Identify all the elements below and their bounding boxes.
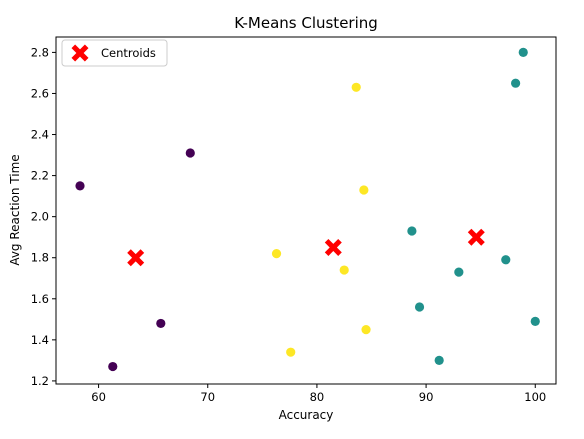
data-point-cluster-1 bbox=[414, 302, 425, 312]
centroid-marker bbox=[467, 228, 485, 246]
y-tick-label: 2.2 bbox=[31, 169, 49, 183]
y-tick-label: 1.6 bbox=[31, 292, 49, 306]
plot-frame bbox=[55, 36, 557, 385]
y-tick-label: 2.0 bbox=[31, 210, 49, 224]
data-point-cluster-0 bbox=[185, 148, 195, 158]
data-point-cluster-1 bbox=[407, 226, 417, 236]
data-point-cluster-2 bbox=[351, 82, 361, 92]
legend-centroid-marker bbox=[71, 44, 89, 62]
data-point-cluster-1 bbox=[530, 316, 540, 326]
data-point-cluster-2 bbox=[361, 324, 371, 335]
y-tick-label: 2.4 bbox=[31, 128, 49, 142]
y-axis-label: Avg Reaction Time bbox=[8, 154, 22, 265]
centroid-marker bbox=[324, 238, 342, 256]
x-tick-label: 70 bbox=[200, 390, 215, 404]
data-point-cluster-0 bbox=[156, 318, 166, 329]
x-tick-label: 100 bbox=[524, 390, 546, 404]
data-point-cluster-1 bbox=[518, 47, 528, 57]
x-tick-label: 90 bbox=[419, 390, 434, 404]
y-tick-label: 1.4 bbox=[31, 333, 49, 347]
data-point-cluster-2 bbox=[271, 249, 282, 259]
legend-label-centroids: Centroids bbox=[101, 46, 156, 60]
legend: Centroids bbox=[61, 39, 168, 67]
y-tick-label: 1.8 bbox=[31, 251, 49, 265]
y-tick-label: 1.2 bbox=[31, 374, 49, 388]
data-point-cluster-1 bbox=[434, 355, 444, 365]
centroid-marker bbox=[127, 249, 145, 267]
x-axis-label: Accuracy bbox=[279, 408, 334, 422]
data-point-cluster-0 bbox=[75, 181, 85, 191]
x-tick-label: 60 bbox=[91, 390, 106, 404]
x-tick-label: 80 bbox=[310, 390, 325, 404]
data-point-cluster-1 bbox=[511, 78, 521, 88]
data-point-cluster-1 bbox=[454, 267, 464, 277]
data-point-cluster-2 bbox=[339, 265, 349, 275]
data-point-cluster-1 bbox=[501, 255, 511, 265]
chart-title: K-Means Clustering bbox=[234, 14, 378, 32]
data-point-cluster-0 bbox=[108, 361, 118, 372]
y-tick-label: 2.8 bbox=[31, 45, 49, 59]
data-point-cluster-2 bbox=[286, 347, 296, 357]
y-tick-label: 2.6 bbox=[31, 86, 49, 100]
legend-frame bbox=[61, 39, 168, 67]
data-point-cluster-2 bbox=[359, 185, 369, 195]
